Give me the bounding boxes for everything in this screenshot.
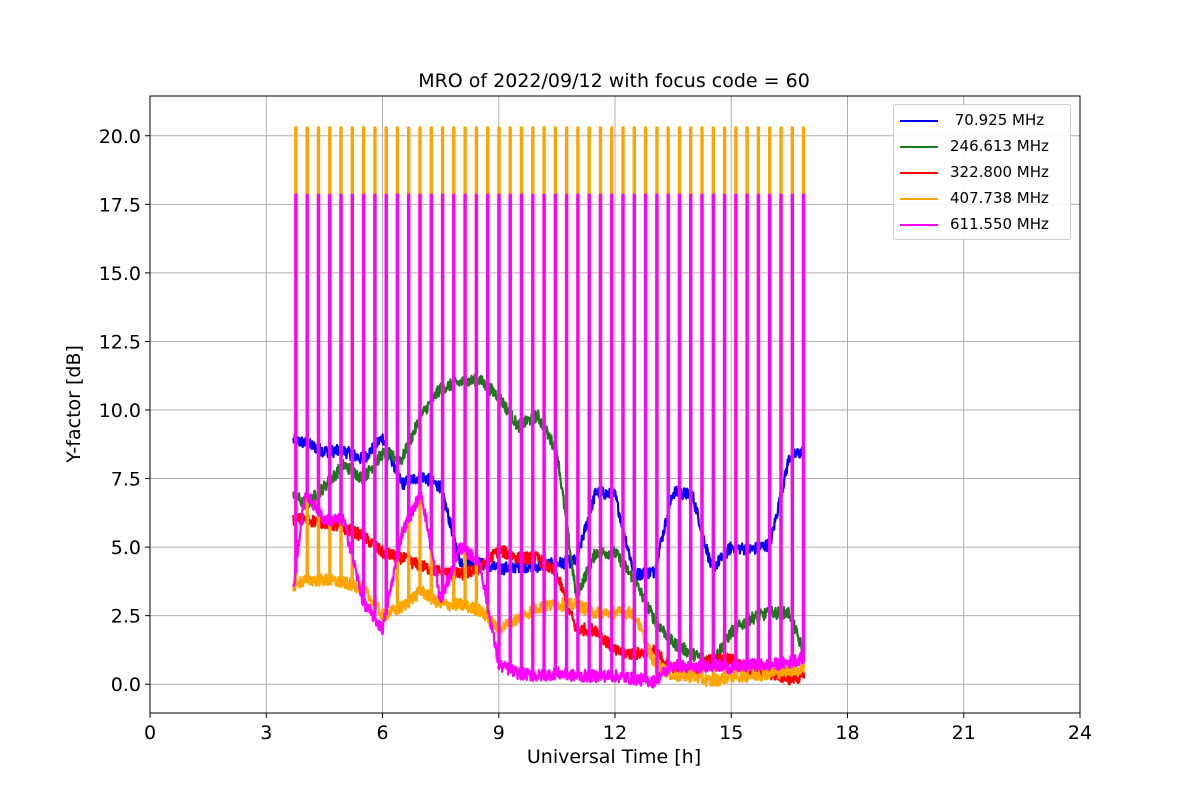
- axis-ticks: 0 3 6 9 12 15 18 21 24 0.0 2.5 5.0 7.5 10.0 12.5 15.0 17…: [99, 126, 1092, 744]
- series-line-611-550-mhz: [292, 193, 806, 689]
- y-tick-label: 0.0: [111, 674, 141, 696]
- legend-label: 322.800 MHz: [950, 163, 1049, 181]
- legend-entry-70-925: 70.925 MHz: [894, 108, 1070, 134]
- y-tick-label: 12.5: [99, 331, 141, 353]
- legend-swatch-blue: [900, 120, 938, 122]
- legend-swatch-orange: [900, 198, 938, 200]
- x-tick-label: 15: [719, 722, 743, 744]
- y-tick-label: 17.5: [99, 194, 141, 216]
- x-tick-label: 0: [144, 722, 156, 744]
- x-axis-label: Universal Time [h]: [527, 746, 701, 768]
- x-tick-label: 21: [952, 722, 976, 744]
- x-tick-label: 3: [260, 722, 272, 744]
- legend-entry-246-613: 246.613 MHz: [894, 134, 1070, 160]
- legend-label: 407.738 MHz: [950, 189, 1049, 207]
- y-tick-label: 20.0: [99, 126, 141, 148]
- x-tick-label: 18: [835, 722, 859, 744]
- series-lines: [292, 126, 806, 689]
- legend-swatch-green: [900, 146, 938, 148]
- series-line-70-925-mhz: [292, 433, 806, 581]
- legend-label: 70.925 MHz: [950, 111, 1045, 129]
- legend-entry-407-738: 407.738 MHz: [894, 186, 1070, 212]
- x-tick-label: 12: [603, 722, 627, 744]
- x-tick-label: 24: [1068, 722, 1092, 744]
- x-tick-label: 6: [376, 722, 388, 744]
- legend: 70.925 MHz 246.613 MHz 322.800 MHz 407.7…: [893, 104, 1071, 240]
- legend-label: 611.550 MHz: [950, 215, 1049, 233]
- series-line-322-800-mhz: [292, 512, 806, 686]
- legend-swatch-red: [900, 172, 938, 174]
- y-tick-label: 10.0: [99, 400, 141, 422]
- y-tick-label: 2.5: [111, 606, 141, 628]
- legend-entry-611-550: 611.550 MHz: [894, 212, 1070, 238]
- y-tick-label: 15.0: [99, 263, 141, 285]
- series-line-246-613-mhz: [292, 373, 806, 668]
- legend-swatch-magenta: [900, 224, 938, 226]
- y-axis-label: Y-factor [dB]: [63, 345, 85, 464]
- legend-label: 246.613 MHz: [950, 137, 1049, 155]
- y-tick-label: 5.0: [111, 537, 141, 559]
- y-tick-label: 7.5: [111, 469, 141, 491]
- legend-entry-322-800: 322.800 MHz: [894, 160, 1070, 186]
- x-tick-label: 9: [493, 722, 505, 744]
- chart-title: MRO of 2022/09/12 with focus code = 60: [418, 70, 810, 92]
- series-line-407-738-mhz: [292, 126, 806, 688]
